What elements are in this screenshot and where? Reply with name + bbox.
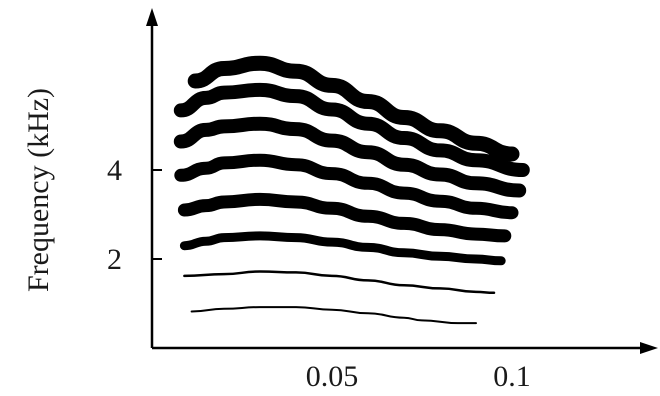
harmonic-3-contour bbox=[179, 231, 506, 266]
harmonic-contours bbox=[173, 55, 530, 325]
x-tick-label: 0.1 bbox=[493, 360, 531, 393]
axis-ticks: 0.05 0.1 2 4 bbox=[107, 154, 531, 393]
harmonic-8-contour bbox=[187, 55, 520, 162]
y-axis-arrowhead bbox=[146, 8, 158, 26]
chart-axes bbox=[146, 8, 658, 354]
harmonic-5-contour bbox=[174, 153, 519, 220]
harmonic-6-contour bbox=[173, 116, 527, 198]
x-tick-label: 0.05 bbox=[306, 360, 359, 393]
harmonic-2-contour bbox=[183, 270, 496, 295]
harmonic-1-contour bbox=[190, 306, 477, 325]
harmonic-7-contour bbox=[173, 82, 530, 177]
y-tick-label: 2 bbox=[107, 243, 122, 276]
x-axis-arrowhead bbox=[640, 342, 658, 354]
y-tick-label: 4 bbox=[107, 154, 122, 187]
y-axis-title: Frequency (kHz) bbox=[22, 88, 55, 292]
harmonic-4-contour bbox=[177, 192, 512, 243]
